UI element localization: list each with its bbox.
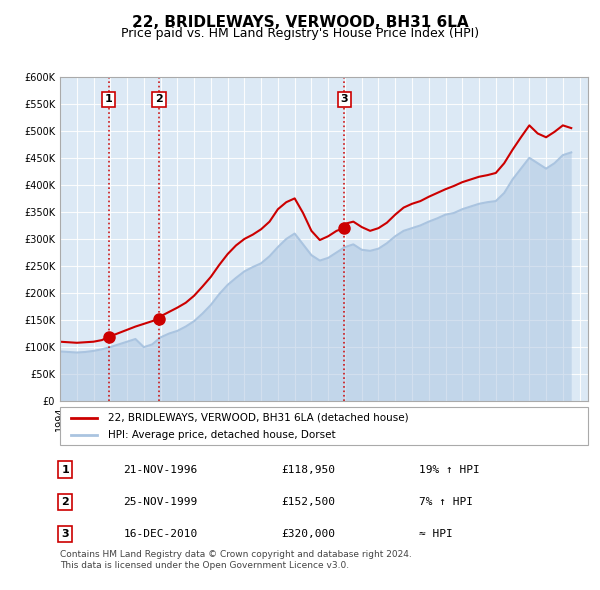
FancyBboxPatch shape [60, 407, 588, 445]
Text: £152,500: £152,500 [282, 497, 336, 507]
Text: 22, BRIDLEWAYS, VERWOOD, BH31 6LA: 22, BRIDLEWAYS, VERWOOD, BH31 6LA [131, 15, 469, 30]
Text: 3: 3 [341, 94, 348, 104]
Text: 2: 2 [61, 497, 69, 507]
Text: £320,000: £320,000 [282, 529, 336, 539]
Text: This data is licensed under the Open Government Licence v3.0.: This data is licensed under the Open Gov… [60, 560, 349, 569]
Text: £118,950: £118,950 [282, 465, 336, 475]
Text: 22, BRIDLEWAYS, VERWOOD, BH31 6LA (detached house): 22, BRIDLEWAYS, VERWOOD, BH31 6LA (detac… [107, 413, 408, 423]
Text: ≈ HPI: ≈ HPI [419, 529, 453, 539]
Text: 19% ↑ HPI: 19% ↑ HPI [419, 465, 480, 475]
Text: 1: 1 [61, 465, 69, 475]
Text: 2: 2 [155, 94, 163, 104]
Text: Price paid vs. HM Land Registry's House Price Index (HPI): Price paid vs. HM Land Registry's House … [121, 27, 479, 40]
Text: 7% ↑ HPI: 7% ↑ HPI [419, 497, 473, 507]
Text: 16-DEC-2010: 16-DEC-2010 [124, 529, 197, 539]
Text: 21-NOV-1996: 21-NOV-1996 [124, 465, 197, 475]
Text: 3: 3 [61, 529, 69, 539]
Text: Contains HM Land Registry data © Crown copyright and database right 2024.: Contains HM Land Registry data © Crown c… [60, 550, 412, 559]
Text: 1: 1 [105, 94, 112, 104]
Text: HPI: Average price, detached house, Dorset: HPI: Average price, detached house, Dors… [107, 430, 335, 440]
Text: 25-NOV-1999: 25-NOV-1999 [124, 497, 197, 507]
